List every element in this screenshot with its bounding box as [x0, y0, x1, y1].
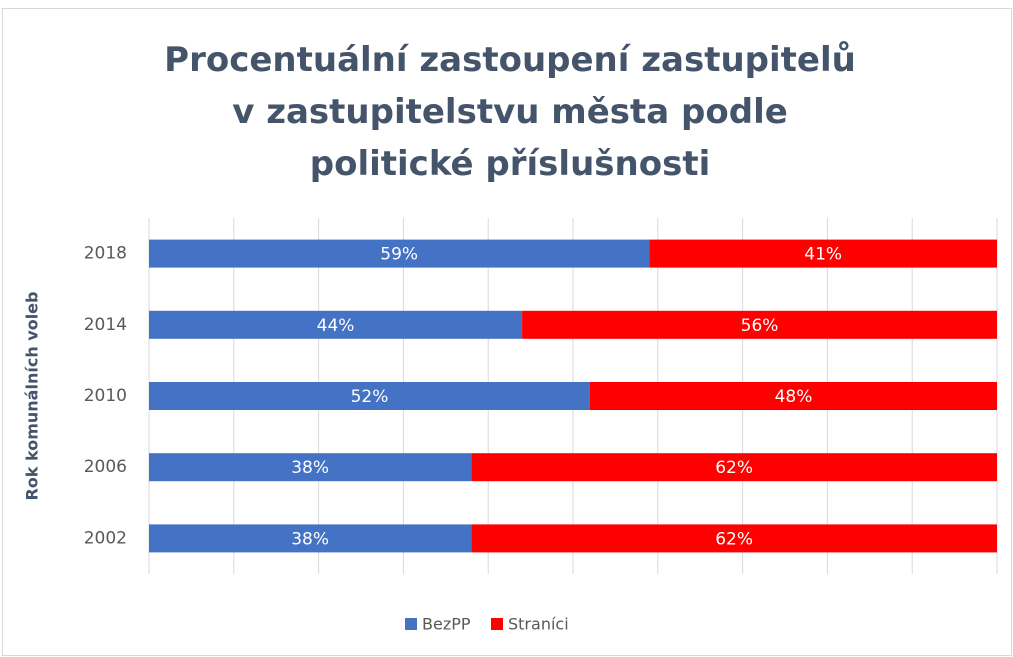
- bar-segment: [149, 310, 523, 339]
- bar-segment: [149, 239, 650, 268]
- legend-swatch: [405, 618, 417, 630]
- bar-segment: [149, 524, 472, 553]
- data-label: 52%: [351, 387, 389, 407]
- legend-label: Straníci: [508, 615, 569, 634]
- bar-segment: [471, 524, 997, 553]
- data-label: 59%: [380, 245, 418, 265]
- y-axis-label: Rok komunálních voleb: [23, 292, 42, 501]
- legend-swatch: [491, 618, 503, 630]
- data-label: 44%: [317, 316, 355, 336]
- bar-segment: [471, 453, 997, 482]
- y-tick-label: 2006: [84, 457, 127, 477]
- data-label: 56%: [741, 316, 779, 336]
- data-label: 41%: [804, 245, 842, 265]
- bar-segment: [149, 453, 472, 482]
- y-tick-label: 2010: [84, 386, 127, 406]
- bar-segment: [589, 382, 997, 410]
- data-label: 62%: [715, 529, 753, 549]
- data-label: 38%: [291, 458, 329, 478]
- y-tick-label: 2002: [84, 528, 127, 548]
- y-tick-label: 2018: [84, 244, 127, 264]
- data-label: 48%: [775, 387, 813, 407]
- bar-segment: [522, 310, 997, 339]
- data-label: 62%: [715, 458, 753, 478]
- bar-segment: [149, 382, 590, 410]
- chart-frame: [2, 8, 1012, 656]
- y-tick-label: 2014: [84, 315, 127, 335]
- data-label: 38%: [291, 529, 329, 549]
- chart-title: Procentuální zastoupení zastupitelů v za…: [164, 40, 856, 184]
- legend-label: BezPP: [422, 615, 471, 634]
- bar-segment: [649, 239, 997, 268]
